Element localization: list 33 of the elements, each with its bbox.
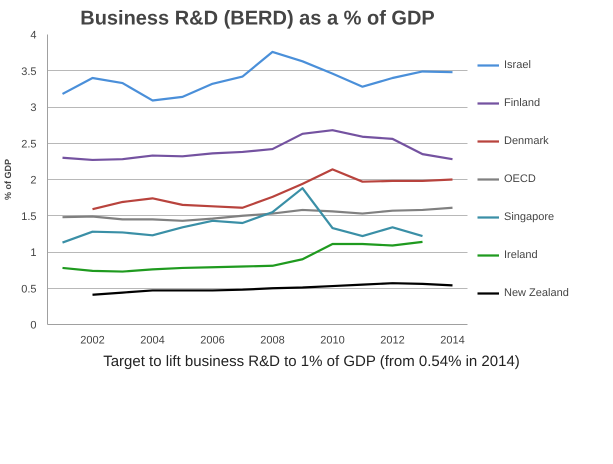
legend-label: Singapore <box>504 211 554 223</box>
line-series <box>61 240 424 273</box>
line-series <box>61 50 454 102</box>
legend-label: Israel <box>504 59 531 71</box>
line-series <box>61 187 424 244</box>
legend-label: New Zealand <box>504 287 569 299</box>
line-series <box>91 168 454 210</box>
y-tick-label: 1 <box>30 247 37 259</box>
y-tick-label: 2 <box>30 174 37 186</box>
chart-title: Business R&D (BERD) as a % of GDP <box>80 8 435 30</box>
y-tick-label: 3.5 <box>21 66 37 78</box>
x-tick-label: 2014 <box>440 334 465 346</box>
line-series <box>61 129 454 162</box>
legend-label: Denmark <box>504 135 549 147</box>
x-tick-label: 2008 <box>260 334 285 346</box>
y-tick-label: 1.5 <box>21 210 37 223</box>
y-tick-label: 0 <box>30 320 37 332</box>
x-tick-label: 2012 <box>380 334 405 346</box>
x-tick-label: 2002 <box>80 334 105 346</box>
line-series <box>61 206 454 222</box>
text: Target to lift business R&D to 1% of GDP (from 0.54% in 2014) <box>103 352 520 372</box>
y-tick-label: 2.5 <box>21 138 37 150</box>
line-series <box>91 282 454 296</box>
x-tick-label: 2006 <box>200 334 225 346</box>
y-tick-label: 4 <box>30 30 37 42</box>
x-tick-label: 2010 <box>320 334 345 346</box>
x-tick-label: 2004 <box>140 334 165 346</box>
y-axis-title: % of GDP <box>3 158 14 200</box>
legend-label: Finland <box>504 97 540 109</box>
legend-label: Ireland <box>504 249 538 261</box>
legend-label: OECD <box>504 173 536 185</box>
y-tick-label: 0.5 <box>21 283 37 296</box>
y-tick-label: 3 <box>30 102 37 114</box>
